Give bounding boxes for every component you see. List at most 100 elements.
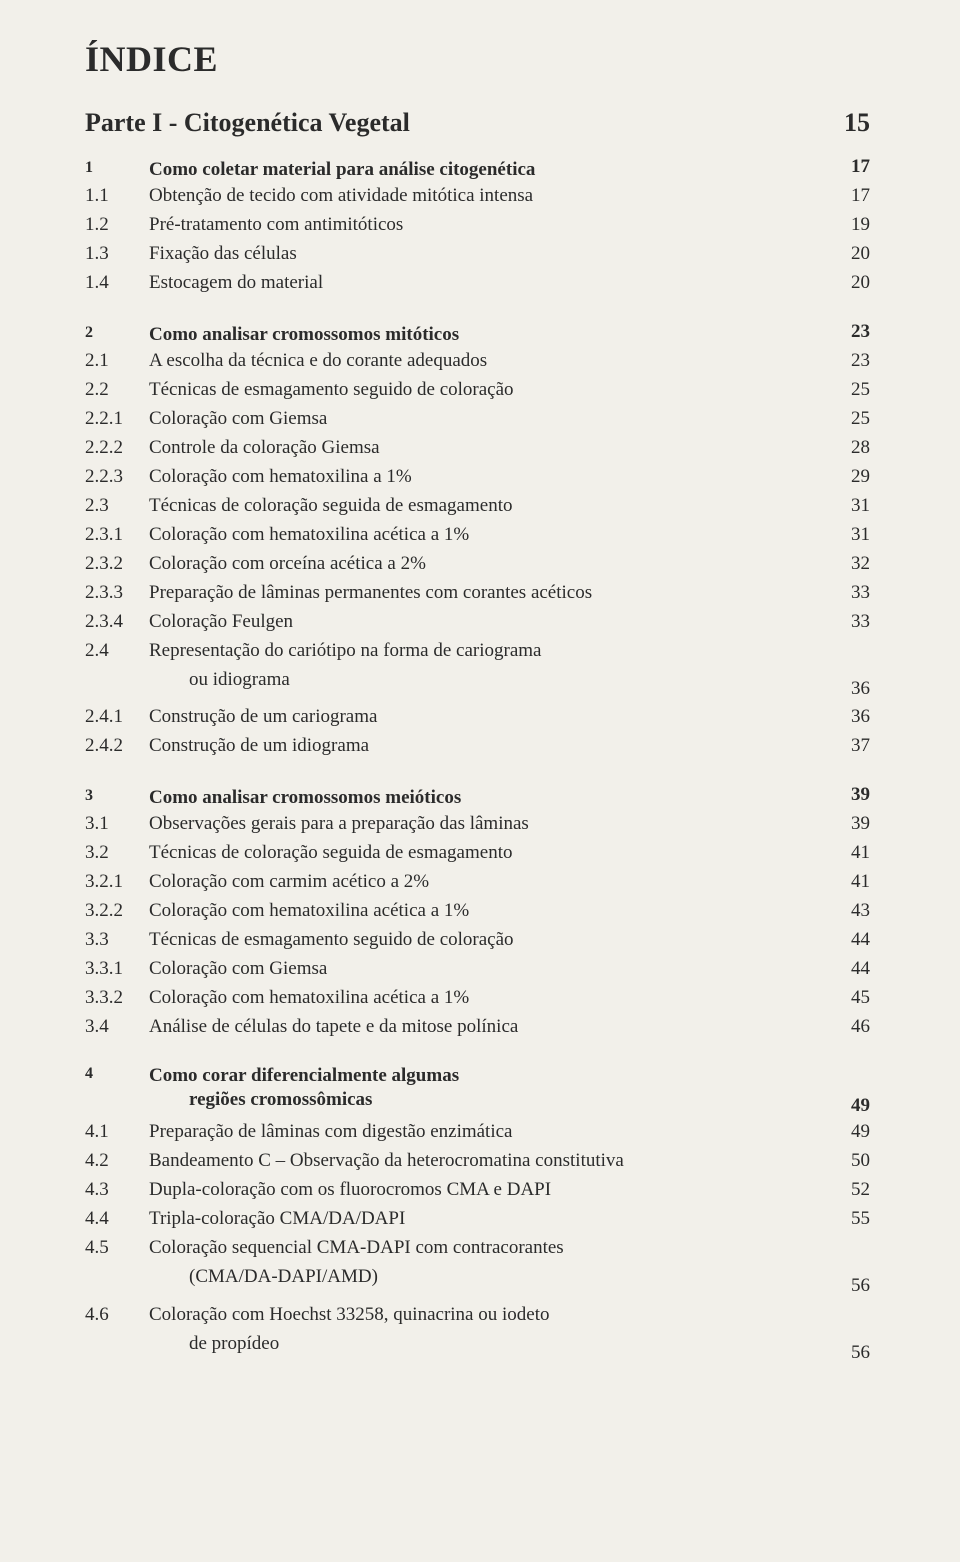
toc-entry: 2.1A escolha da técnica e do corante ade… <box>85 348 870 375</box>
entry-label: Estocagem do material <box>149 270 810 297</box>
entry-number: 4.1 <box>85 1119 149 1146</box>
section-number: 2 <box>85 324 149 346</box>
toc-entry: 3.4Análise de células do tapete e da mit… <box>85 1014 870 1041</box>
entry-page: 33 <box>830 609 870 636</box>
toc-entry: 2.2.3Coloração com hematoxilina a 1%29 <box>85 464 870 491</box>
entry-label: Técnicas de esmagamento seguido de color… <box>149 377 810 404</box>
section-page: 49 <box>830 1095 870 1117</box>
entry-number: 1.4 <box>85 270 149 297</box>
entry-label-continuation: (CMA/DA-DAPI/AMD) <box>149 1264 810 1291</box>
entry-number: 2.3.2 <box>85 551 149 578</box>
entry-number: 2.2 <box>85 377 149 404</box>
entry-number: 3.3 <box>85 927 149 954</box>
entry-label: Dupla-coloração com os fluorocromos CMA … <box>149 1177 810 1204</box>
entry-page: 31 <box>830 493 870 520</box>
entry-number: 4.5 <box>85 1235 149 1262</box>
section-heading-continuation: regiões cromossômicas <box>149 1089 810 1111</box>
toc-entry: 4.3Dupla-coloração com os fluorocromos C… <box>85 1177 870 1204</box>
toc-entry: 4.5Coloração sequencial CMA-DAPI com con… <box>85 1235 870 1262</box>
entry-number: 2.1 <box>85 348 149 375</box>
entry-page: 32 <box>830 551 870 578</box>
toc-entry: 2.4.1Construção de um cariograma36 <box>85 704 870 731</box>
entry-page: 25 <box>830 406 870 433</box>
entry-label: Preparação de lâminas permanentes com co… <box>149 580 810 607</box>
toc-entry: 4.6Coloração com Hoechst 33258, quinacri… <box>85 1302 870 1329</box>
entry-label: Coloração Feulgen <box>149 609 810 636</box>
section-heading: Como analisar cromossomos mitóticos <box>149 324 810 346</box>
section-page: 17 <box>830 156 870 178</box>
entry-label: Análise de células do tapete e da mitose… <box>149 1014 810 1041</box>
entry-number: 3.2 <box>85 840 149 867</box>
entry-number: 2.3.4 <box>85 609 149 636</box>
toc-entry: 2.4Representação do cariótipo na forma d… <box>85 638 870 665</box>
toc-entry: 3.2.2Coloração com hematoxilina acética … <box>85 898 870 925</box>
toc-entry: 1.1Obtenção de tecido com atividade mitó… <box>85 183 870 210</box>
entry-page: 52 <box>830 1177 870 1204</box>
toc-entry: 3.3.1Coloração com Giemsa44 <box>85 956 870 983</box>
section-row: 3Como analisar cromossomos meióticos 39 <box>85 784 870 809</box>
entry-page: 46 <box>830 1014 870 1041</box>
entry-page: 41 <box>830 840 870 867</box>
toc-entry: 3.3.2Coloração com hematoxilina acética … <box>85 985 870 1012</box>
entry-page: 28 <box>830 435 870 462</box>
toc-entry: 2.3.2Coloração com orceína acética a 2% 3… <box>85 551 870 578</box>
entry-label: Coloração com Giemsa <box>149 406 810 433</box>
group-gap <box>85 762 870 784</box>
entry-page: 36 <box>830 704 870 731</box>
entry-page: 37 <box>830 733 870 760</box>
toc-entry: 2.2Técnicas de esmagamento seguido de co… <box>85 377 870 404</box>
group-gap <box>85 1043 870 1065</box>
entry-number: 3.2.2 <box>85 898 149 925</box>
entry-number: 2.4.1 <box>85 704 149 731</box>
entry-number: 2.2.2 <box>85 435 149 462</box>
entry-label: Coloração com hematoxilina acética a 1% <box>149 898 810 925</box>
entry-page: 45 <box>830 985 870 1012</box>
entry-number: 2.2.1 <box>85 406 149 433</box>
entry-number: 1.1 <box>85 183 149 210</box>
entry-page: 55 <box>830 1206 870 1233</box>
entry-label: Coloração sequencial CMA-DAPI com contra… <box>149 1235 810 1262</box>
entry-label: A escolha da técnica e do corante adequa… <box>149 348 810 375</box>
entry-label: Técnicas de esmagamento seguido de color… <box>149 927 810 954</box>
entry-page: 33 <box>830 580 870 607</box>
entry-number: 1.2 <box>85 212 149 239</box>
section-page: 39 <box>830 784 870 806</box>
entry-page: 19 <box>830 212 870 239</box>
toc-entry: 4.4Tripla-coloração CMA/DA/DAPI 55 <box>85 1206 870 1233</box>
section-heading: Como analisar cromossomos meióticos <box>149 787 810 809</box>
toc-entry-continuation: de propídeo56 <box>85 1331 870 1367</box>
entry-number: 3.4 <box>85 1014 149 1041</box>
entry-page: 20 <box>830 270 870 297</box>
entry-page: 39 <box>830 811 870 838</box>
entry-number: 4.4 <box>85 1206 149 1233</box>
section-heading: Como coletar material para análise citog… <box>149 159 810 181</box>
section-number: 3 <box>85 787 149 809</box>
entry-label: Coloração com hematoxilina acética a 1% <box>149 522 810 549</box>
toc-entry: 2.2.1Coloração com Giemsa 25 <box>85 406 870 433</box>
entry-page: 43 <box>830 898 870 925</box>
entry-number-blank <box>85 1264 149 1291</box>
section-row: 2Como analisar cromossomos mitóticos23 <box>85 321 870 346</box>
section-number-blank <box>85 1089 149 1111</box>
entry-page: 20 <box>830 241 870 268</box>
entry-page: 17 <box>830 183 870 210</box>
section-row-continuation: regiões cromossômicas 49 <box>85 1089 870 1117</box>
entry-number-blank <box>85 1331 149 1358</box>
entry-number: 4.2 <box>85 1148 149 1175</box>
entry-label: Observações gerais para a preparação das… <box>149 811 810 838</box>
entry-label: Preparação de lâminas com digestão enzim… <box>149 1119 810 1146</box>
section-number: 1 <box>85 159 149 181</box>
entry-label: Tripla-coloração CMA/DA/DAPI <box>149 1206 810 1233</box>
toc-entry: 3.2.1Coloração com carmim acético a 2%41 <box>85 869 870 896</box>
entry-page: 25 <box>830 377 870 404</box>
toc-entry: 3.3Técnicas de esmagamento seguido de co… <box>85 927 870 954</box>
entry-page: 36 <box>830 676 870 703</box>
group-gap <box>85 299 870 321</box>
toc-entry: 3.2Técnicas de coloração seguida de esma… <box>85 840 870 867</box>
entry-number: 2.3.1 <box>85 522 149 549</box>
toc-entry: 4.1Preparação de lâminas com digestão en… <box>85 1119 870 1146</box>
entry-page: 23 <box>830 348 870 375</box>
part-row: Parte I - Citogenética Vegetal 15 <box>85 108 870 138</box>
entry-label: Coloração com hematoxilina acética a 1% <box>149 985 810 1012</box>
entry-label: Coloração com orceína acética a 2% <box>149 551 810 578</box>
